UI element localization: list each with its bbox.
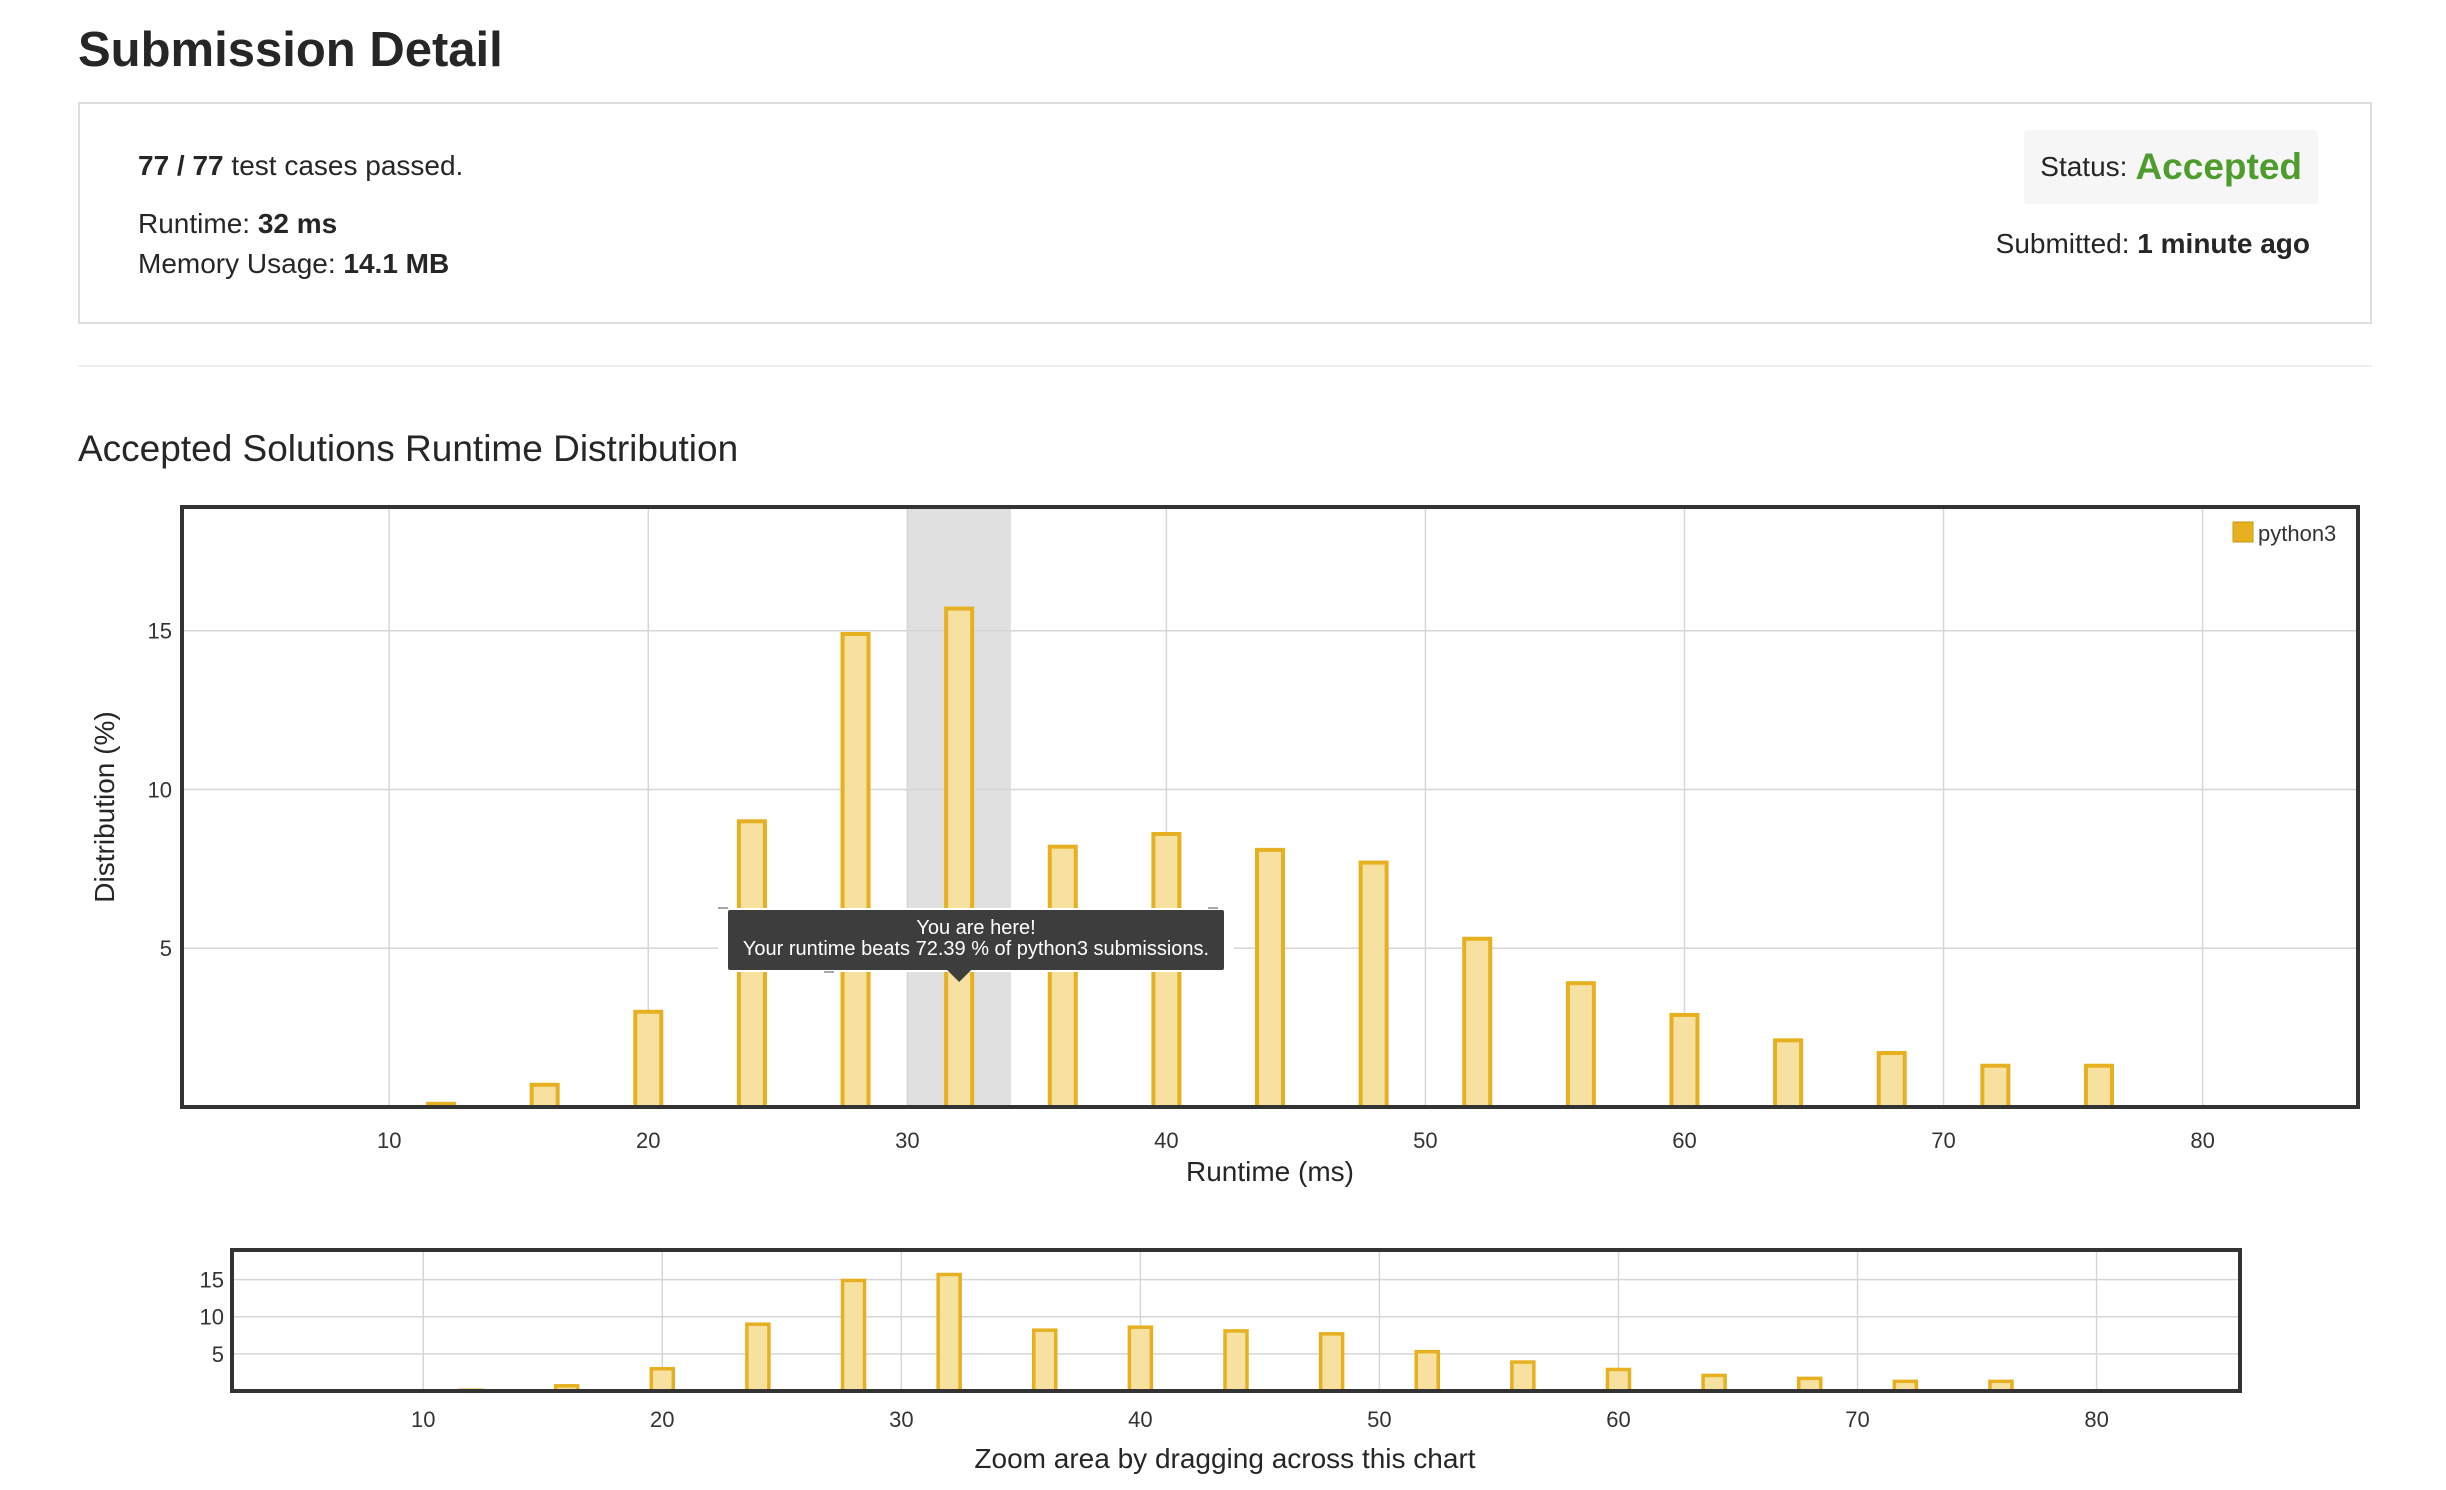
tooltip-arrow	[947, 970, 972, 982]
bar	[1462, 936, 1493, 1109]
x-tick-label: 70	[1845, 1407, 1869, 1432]
x-axis-label: Runtime (ms)	[1186, 1156, 1354, 1187]
y-tick-label: 10	[148, 777, 172, 802]
bar	[633, 1009, 664, 1109]
bar	[1127, 1325, 1154, 1393]
status-label: Status:	[2040, 151, 2128, 182]
x-tick-label: 40	[1154, 1128, 1178, 1153]
x-tick-label: 80	[2084, 1407, 2108, 1432]
bar	[1605, 1367, 1632, 1393]
runtime-line: Runtime: 32 ms	[138, 208, 337, 240]
tooltip-line-2: Your runtime beats 72.39 % of python3 su…	[743, 938, 1209, 960]
bar	[1701, 1373, 1727, 1393]
bar	[936, 1272, 962, 1393]
plot-frame	[180, 505, 2360, 1109]
x-axis-label: Zoom area by dragging across this chart	[974, 1443, 1475, 1474]
bar	[1223, 1329, 1249, 1393]
y-tick-label: 15	[148, 619, 172, 644]
bar	[1980, 1063, 2011, 1109]
bar	[840, 1278, 867, 1393]
y-tick-label: 5	[160, 936, 172, 961]
x-tick-label: 50	[1367, 1407, 1391, 1432]
legend-swatch	[2232, 521, 2254, 543]
legend-label: python3	[2258, 521, 2336, 546]
tooltip-line-1: You are here!	[916, 917, 1035, 939]
bar	[1255, 847, 1285, 1109]
status-badge: Status: Accepted	[2024, 130, 2318, 204]
submitted-label: Submitted:	[1995, 228, 2138, 259]
tooltip-box	[728, 910, 1224, 970]
bar	[944, 606, 975, 1109]
memory-value: 14.1 MB	[343, 248, 450, 279]
x-tick-label: 20	[650, 1407, 674, 1432]
bar	[1876, 1051, 1907, 1109]
bar	[1669, 1012, 1700, 1110]
runtime-value: 32 ms	[257, 208, 338, 239]
x-tick-label: 60	[1672, 1128, 1696, 1153]
navigator-chart-group[interactable]: 10 20 30 40 50 60 70 80 5 10 15 Zoom area by draggi…	[200, 1248, 2242, 1474]
y-tick-label: 10	[200, 1305, 224, 1330]
bar	[1414, 1349, 1440, 1393]
bar	[1032, 1328, 1058, 1393]
x-tick-label: 10	[377, 1128, 401, 1153]
x-tick-label: 30	[895, 1128, 919, 1153]
x-tick-label: 50	[1413, 1128, 1437, 1153]
test-cases-suffix: test cases passed.	[223, 150, 464, 181]
bar	[2083, 1063, 2114, 1109]
page-title: Submission Detail	[78, 23, 503, 77]
main-chart-group: 10 20 30 40 50 60 70 80 5 10 15 Runtime (ms) Distrib…	[89, 505, 2360, 1187]
submission-summary-box: 77 / 77 test cases passed. Runtime: 32 m…	[78, 102, 2372, 324]
y-axis-label: Distribution (%)	[89, 711, 120, 902]
bar	[1047, 844, 1078, 1110]
bar	[649, 1366, 676, 1393]
memory-label: Memory Usage:	[138, 248, 344, 279]
x-tick-label: 60	[1606, 1407, 1630, 1432]
runtime-label: Runtime:	[138, 208, 258, 239]
distribution-title: Accepted Solutions Runtime Distribution	[78, 428, 739, 469]
test-cases-line: 77 / 77 test cases passed.	[138, 150, 463, 182]
x-tick-label: 70	[1931, 1128, 1955, 1153]
x-tick-label: 10	[411, 1407, 435, 1432]
section-divider	[78, 365, 2372, 367]
bar	[1358, 860, 1389, 1109]
x-tick-label: 40	[1128, 1407, 1152, 1432]
bar	[1773, 1038, 1804, 1110]
submitted-line: Submitted: 1 minute ago	[1996, 228, 2310, 260]
y-tick-label: 15	[200, 1268, 224, 1293]
x-tick-label: 30	[889, 1407, 913, 1432]
bar	[1565, 981, 1596, 1110]
x-tick-label: 80	[2190, 1128, 2214, 1153]
x-tick-label: 20	[636, 1128, 660, 1153]
status-value[interactable]: Accepted	[2135, 146, 2302, 187]
memory-line: Memory Usage: 14.1 MB	[138, 248, 449, 280]
y-tick-label: 5	[212, 1342, 224, 1367]
submitted-value: 1 minute ago	[2137, 228, 2310, 259]
bar	[529, 1082, 560, 1110]
bar	[1318, 1332, 1345, 1393]
runtime-tooltip: You are here!Your runtime beats 72.39 % …	[717, 907, 1235, 982]
bar	[1510, 1360, 1536, 1393]
plot-frame	[230, 1248, 2242, 1393]
test-cases-count: 77 / 77	[138, 150, 224, 181]
bar	[840, 631, 871, 1109]
bar	[745, 1322, 771, 1393]
